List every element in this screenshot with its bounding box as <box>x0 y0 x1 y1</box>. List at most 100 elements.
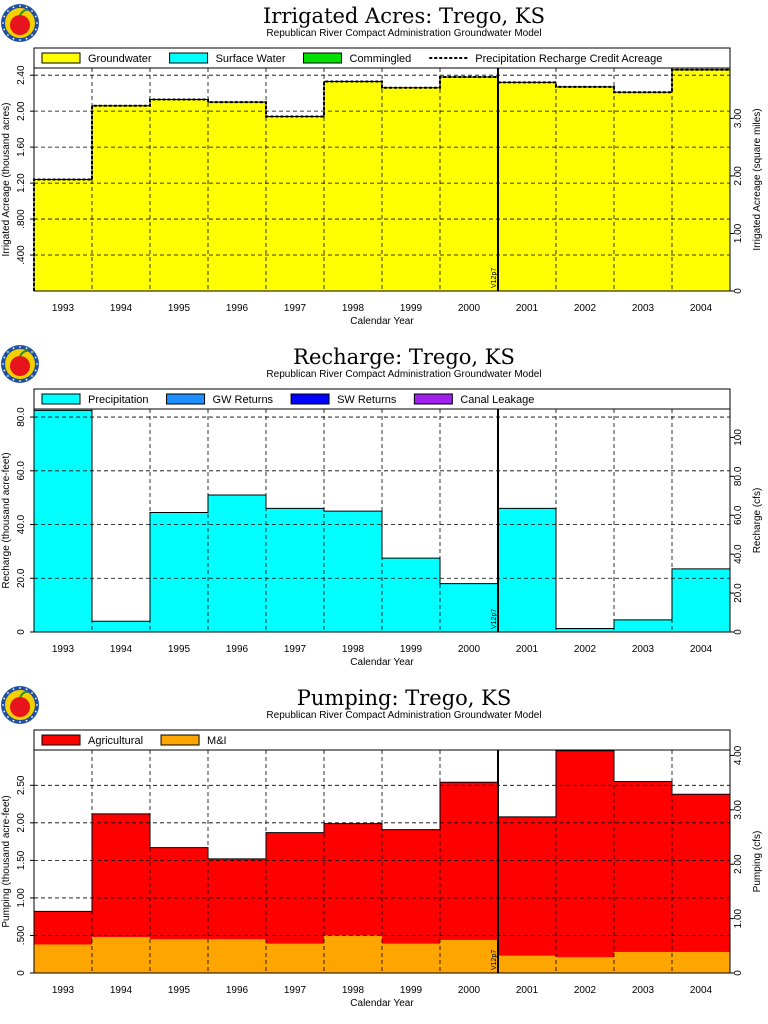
x-tick-label: 2004 <box>690 644 713 655</box>
bar-m-i-1993 <box>34 944 92 973</box>
logo-dot <box>34 369 37 372</box>
bar-agricultural-1997 <box>266 832 324 944</box>
bar-precipitation-1993 <box>34 410 92 632</box>
bar-agricultural-1998 <box>324 823 382 936</box>
legend-item: GW Returns <box>166 393 274 406</box>
legend-swatch <box>303 52 342 64</box>
logo-dot <box>25 6 28 9</box>
legend-swatch <box>41 52 81 64</box>
x-tick-label: 1995 <box>168 303 191 314</box>
logo-dot <box>2 22 4 24</box>
y-axis-label: Irrigated Acreage (thousand acres) <box>1 103 12 257</box>
x-tick-label: 1995 <box>168 985 191 996</box>
x-tick-label: 1996 <box>226 644 249 655</box>
y-tick-label: 1.00 <box>16 888 27 908</box>
logo-apple <box>10 697 30 717</box>
y-tick-label: 1.60 <box>16 137 27 157</box>
y-tick-label: 60.0 <box>16 461 27 481</box>
y2-tick-label: 0 <box>733 970 744 976</box>
logo-dot <box>31 351 33 353</box>
x-tick-label: 2001 <box>516 985 539 996</box>
legend-swatch <box>290 393 330 405</box>
logo-dot <box>36 22 38 24</box>
legend-item: Surface Water <box>169 52 286 65</box>
logo-dot <box>7 10 9 12</box>
logo-dot <box>3 369 6 372</box>
chart-subtitle: Republican River Compact Administration … <box>266 710 541 721</box>
logo-dot <box>12 347 15 350</box>
x-tick-label: 1998 <box>342 303 365 314</box>
y2-tick-label: 40.0 <box>733 544 744 564</box>
bar-agricultural-2002 <box>556 750 614 958</box>
y2-tick-label: 60.0 <box>733 505 744 525</box>
y-tick-label: 80.0 <box>16 407 27 427</box>
bar-groundwater-1998 <box>324 81 382 291</box>
x-tick-label: 2002 <box>574 303 597 314</box>
logo-dot <box>3 697 6 700</box>
plot-frame <box>33 749 731 974</box>
logo-dot <box>3 710 6 713</box>
bar-agricultural-1993 <box>34 911 92 945</box>
y-tick-label: 2.00 <box>16 101 27 121</box>
x-tick-label: 1997 <box>284 644 307 655</box>
logo-dot <box>36 704 38 706</box>
x-tick-label: 1998 <box>342 985 365 996</box>
legend-item: SW Returns <box>290 393 397 406</box>
x-tick-label: 2002 <box>574 644 597 655</box>
bar-agricultural-2003 <box>614 781 672 952</box>
y2-tick-label: 3.00 <box>733 800 744 820</box>
bar-precipitation-1997 <box>266 508 324 632</box>
x-axis-label: Calendar Year <box>350 316 414 327</box>
legend-item: Precipitation Recharge Credit Acreage <box>429 53 662 65</box>
x-tick-label: 1994 <box>110 644 133 655</box>
logo-apple <box>10 15 30 35</box>
y2-tick-label: 3.00 <box>733 108 744 128</box>
logo-dot <box>34 28 37 31</box>
x-tick-label: 1997 <box>284 985 307 996</box>
legend-label: Commingled <box>350 53 412 65</box>
logo-dot <box>25 719 28 722</box>
logo-leaf <box>19 349 29 357</box>
x-tick-label: 2004 <box>690 303 713 314</box>
y-axis-label: Pumping (thousand acre-feet) <box>1 795 12 927</box>
chart-subtitle: Republican River Compact Administration … <box>266 369 541 380</box>
bar-precipitation-2003 <box>614 619 672 632</box>
x-tick-label: 1999 <box>400 644 423 655</box>
y2-tick-label: 1.00 <box>733 223 744 243</box>
logo-dot <box>7 375 9 377</box>
y-tick-label: 2.40 <box>16 65 27 85</box>
x-tick-label: 1994 <box>110 303 133 314</box>
bar-agricultural-1995 <box>150 847 208 940</box>
legend-label: Groundwater <box>88 53 152 65</box>
x-tick-label: 1998 <box>342 644 365 655</box>
bar-precipitation-1994 <box>92 621 150 632</box>
bar-precipitation-2004 <box>672 568 730 632</box>
gridlines <box>34 409 730 632</box>
logo-dot <box>19 346 21 348</box>
legend-item: Canal Leakage <box>413 393 534 406</box>
bar-groundwater-1995 <box>150 99 208 291</box>
apple-logo-icon <box>1 345 39 383</box>
y-tick-label: 40.0 <box>16 514 27 534</box>
bar-agricultural-2001 <box>498 816 556 956</box>
logo-dot <box>7 716 9 718</box>
version-marker-label: V12p7 <box>491 268 498 288</box>
bar-m-i-1999 <box>382 943 440 973</box>
y2-tick-label: 1.00 <box>733 908 744 928</box>
logo-dot <box>12 6 15 9</box>
chart-title: Recharge: Trego, KS <box>293 345 515 369</box>
x-tick-label: 2000 <box>458 303 481 314</box>
legend-label: Canal Leakage <box>460 394 534 406</box>
legend-swatch <box>413 393 453 405</box>
apple-logo-icon <box>1 4 39 42</box>
bar-groundwater-2003 <box>614 92 672 291</box>
legend-swatch <box>41 393 81 405</box>
y2-tick-label: 80.0 <box>733 466 744 486</box>
logo-dot <box>19 380 21 382</box>
bar-m-i-2003 <box>614 951 672 973</box>
legend-item: M&I <box>160 734 227 747</box>
x-tick-label: 1995 <box>168 644 191 655</box>
bar-groundwater-2000 <box>440 76 498 291</box>
bar-agricultural-2000 <box>440 782 498 940</box>
